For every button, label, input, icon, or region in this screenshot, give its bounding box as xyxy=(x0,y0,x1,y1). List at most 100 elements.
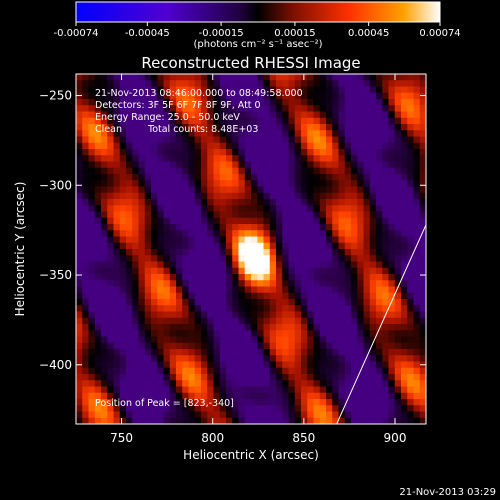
heatmap-cell xyxy=(76,392,83,400)
heatmap-cell xyxy=(101,130,108,137)
heatmap-cell xyxy=(351,274,358,281)
heatmap-cell xyxy=(138,324,146,331)
heatmap-cell xyxy=(144,286,152,294)
heatmap-cell xyxy=(157,405,164,412)
heatmap-cell xyxy=(163,286,171,294)
heatmap-cell xyxy=(382,292,389,300)
heatmap-cell xyxy=(332,117,339,125)
heatmap-cell xyxy=(144,374,152,381)
heatmap-cell xyxy=(294,180,302,187)
heatmap-cell xyxy=(388,236,396,244)
heatmap-cell xyxy=(263,224,271,231)
heatmap-cell xyxy=(119,211,127,219)
heatmap-cell xyxy=(132,280,139,287)
heatmap-cell xyxy=(332,317,339,325)
heatmap-cell xyxy=(144,405,152,412)
heatmap-cell xyxy=(382,192,389,200)
heatmap-cell xyxy=(82,324,89,331)
heatmap-cell xyxy=(144,355,152,362)
heatmap-cell xyxy=(144,292,152,300)
annotation-total-counts: Total counts: 8.48E+03 xyxy=(147,124,258,135)
heatmap-cell xyxy=(338,186,346,194)
heatmap-cell xyxy=(332,305,339,312)
heatmap-cell xyxy=(107,386,114,394)
plot-frame xyxy=(75,73,427,425)
heatmap-cell xyxy=(276,380,283,387)
heatmap-cell xyxy=(351,80,358,87)
heatmap-cell xyxy=(113,174,121,181)
heatmap-cell xyxy=(307,155,314,162)
heatmap-cell xyxy=(413,199,421,206)
heatmap-cell xyxy=(151,180,158,187)
heatmap-cell xyxy=(88,374,96,381)
heatmap-cell xyxy=(301,186,308,194)
heatmap-cell xyxy=(113,292,121,300)
heatmap-cell xyxy=(388,124,396,131)
heatmap-cell xyxy=(157,99,164,106)
heatmap-cell xyxy=(101,155,108,162)
heatmap-cell xyxy=(282,124,289,131)
heatmap-cell xyxy=(101,255,108,262)
heatmap-cell xyxy=(76,417,83,424)
solar-limb-line xyxy=(336,224,427,425)
heatmap-cell xyxy=(326,117,333,125)
heatmap-cell xyxy=(157,111,164,119)
heatmap-cell xyxy=(101,211,108,219)
heatmap-cell xyxy=(157,211,164,219)
heatmap-cell xyxy=(419,405,426,412)
heatmap-cell xyxy=(132,111,139,119)
heatmap-cell xyxy=(301,355,308,362)
heatmap-cell xyxy=(207,386,214,394)
heatmap-cell xyxy=(351,261,358,269)
heatmap-cell xyxy=(76,117,83,125)
heatmap-cell xyxy=(151,355,158,362)
heatmap-cell xyxy=(226,117,233,125)
heatmap-cell xyxy=(113,186,121,194)
annotation-date-range: 21-Nov-2013 08:46:00.000 to 08:49:58.000 xyxy=(95,88,303,99)
heatmap-cell xyxy=(138,136,146,144)
heatmap-cell xyxy=(182,236,189,244)
heatmap-cell xyxy=(382,274,389,281)
heatmap-cell xyxy=(213,236,221,244)
heatmap-cell xyxy=(307,174,314,181)
heatmap-cell xyxy=(144,199,152,206)
heatmap-cell xyxy=(394,305,402,312)
heatmap-cell xyxy=(407,105,414,112)
heatmap-cell xyxy=(232,174,239,181)
heatmap-cell xyxy=(107,217,114,225)
heatmap-cell xyxy=(182,311,189,319)
heatmap-cell xyxy=(201,399,208,406)
heatmap-cell xyxy=(351,111,358,119)
heatmap-cell xyxy=(163,86,171,94)
heatmap-cell xyxy=(257,230,264,237)
heatmap-cell xyxy=(319,155,327,162)
heatmap-cell xyxy=(251,305,258,312)
heatmap-cell xyxy=(376,317,383,325)
heatmap-cell xyxy=(313,124,321,131)
heatmap-cell xyxy=(263,280,271,287)
heatmap-cell xyxy=(288,411,296,419)
heatmap-cell xyxy=(76,236,83,244)
heatmap-cell xyxy=(188,105,196,112)
heatmap-cell xyxy=(88,324,96,331)
heatmap-cell xyxy=(126,86,133,94)
heatmap-cell xyxy=(94,205,102,212)
colorbar: -0.00074 -0.00045 -0.00015 0.00015 0.00045 0.… xyxy=(54,1,461,50)
heatmap-cell xyxy=(307,136,314,144)
heatmap-cell xyxy=(126,405,133,412)
heatmap-cell xyxy=(257,130,264,137)
heatmap-cell xyxy=(232,399,239,406)
heatmap-cell xyxy=(307,167,314,175)
heatmap-cell xyxy=(94,324,102,331)
heatmap-cell xyxy=(157,130,164,137)
heatmap-cell xyxy=(269,161,277,169)
heatmap-cell xyxy=(257,349,264,356)
heatmap-cell xyxy=(144,261,152,269)
heatmap-cell xyxy=(363,105,371,112)
heatmap-cell xyxy=(251,267,258,275)
heatmap-cell xyxy=(269,124,277,131)
heatmap-cell xyxy=(157,155,164,162)
heatmap-cell xyxy=(238,205,246,212)
heatmap-cell xyxy=(244,105,252,112)
heatmap-cell xyxy=(257,242,264,250)
